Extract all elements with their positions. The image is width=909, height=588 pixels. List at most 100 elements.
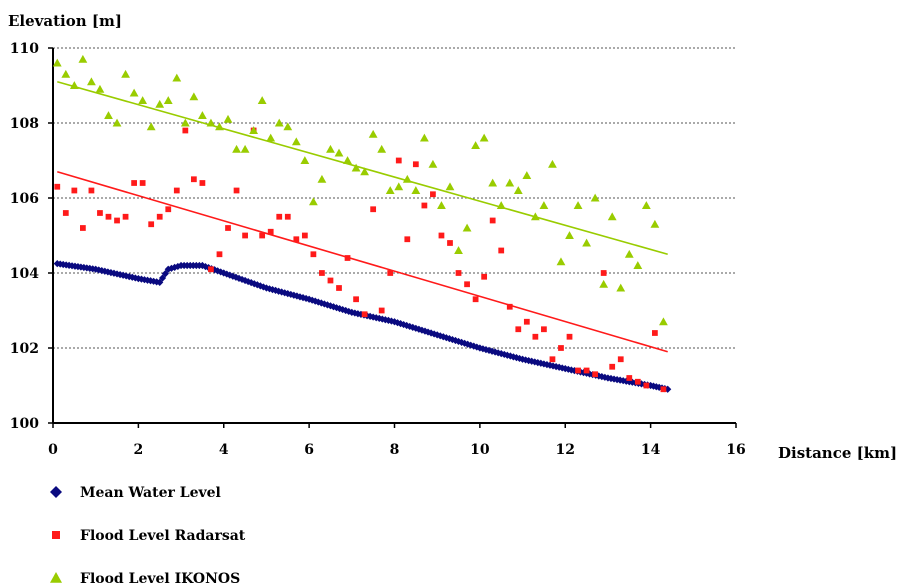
data-point: [293, 236, 300, 243]
data-point: [512, 354, 521, 362]
data-point: [378, 315, 386, 323]
data-point: [515, 326, 522, 333]
data-point: [509, 353, 518, 361]
data-point: [472, 296, 479, 303]
data-point: [104, 268, 112, 276]
y-tick-label: 104: [10, 266, 39, 282]
data-point: [69, 81, 79, 90]
data-point: [71, 187, 78, 194]
y-tick-labels: 100 102 104 106 108 110: [10, 41, 39, 432]
data-point: [464, 281, 470, 288]
data-point: [283, 122, 293, 131]
data-point: [590, 193, 600, 202]
legend-label: Flood Level IKONOS: [80, 571, 240, 587]
data-point: [300, 156, 310, 165]
data-point: [327, 277, 334, 284]
data-point: [214, 267, 222, 275]
legend-marker: [52, 531, 60, 539]
legend: Mean Water Level Flood Level Radarsat Floo…: [50, 485, 246, 587]
data-point: [247, 279, 255, 287]
trendline: [57, 170, 668, 353]
data-point: [522, 356, 530, 364]
data-point: [326, 144, 335, 153]
data-point: [522, 171, 532, 180]
data-point: [586, 370, 594, 378]
data-point: [601, 373, 609, 381]
data-point: [523, 318, 530, 325]
data-point: [564, 365, 572, 373]
data-point: [180, 118, 190, 127]
data-point: [552, 363, 560, 371]
legend-item-1: Flood Level Radarsat: [52, 528, 246, 544]
data-point: [548, 159, 557, 168]
data-point: [101, 267, 109, 275]
x-tick-label: 8: [390, 442, 400, 458]
y-tick-label: 102: [10, 341, 39, 357]
data-point: [385, 186, 395, 195]
data-point: [531, 358, 539, 366]
data-point: [206, 118, 216, 127]
data-point: [116, 271, 124, 279]
data-point: [543, 361, 551, 369]
data-point: [579, 369, 588, 377]
data-point: [445, 182, 455, 191]
data-point: [377, 144, 387, 153]
data-point: [238, 275, 246, 284]
x-tick-label: 12: [556, 442, 575, 458]
data-point: [78, 54, 88, 63]
legend-marker: [50, 572, 62, 583]
legend-label: Mean Water Level: [80, 485, 221, 501]
data-point: [496, 201, 506, 210]
data-point: [138, 96, 148, 105]
y-tick-label: 100: [10, 416, 39, 432]
data-point: [566, 333, 573, 340]
data-point: [353, 296, 359, 303]
data-point: [437, 201, 446, 210]
data-point: [173, 187, 180, 194]
x-tick-label: 16: [726, 442, 745, 458]
data-point: [643, 382, 650, 389]
data-point: [366, 312, 374, 320]
data-point: [281, 289, 289, 297]
data-point: [131, 274, 139, 282]
data-point: [351, 309, 359, 317]
data-point: [161, 270, 170, 278]
data-point: [582, 238, 591, 247]
data-point: [172, 73, 182, 82]
data-point: [156, 278, 164, 286]
data-point: [539, 201, 549, 210]
data-point: [226, 271, 234, 279]
data-point: [110, 269, 118, 277]
data-point: [225, 225, 231, 231]
data-point: [198, 111, 207, 120]
y-tick-label: 106: [10, 191, 39, 207]
data-point: [567, 366, 575, 374]
series-1: [54, 127, 667, 393]
data-point: [617, 356, 624, 363]
data-point: [573, 201, 583, 210]
data-point: [583, 367, 590, 374]
data-point: [500, 350, 508, 359]
data-point: [88, 187, 95, 194]
data-point: [558, 364, 566, 372]
data-point: [52, 58, 62, 67]
data-point: [607, 212, 617, 221]
data-point: [558, 345, 564, 351]
data-point: [660, 386, 667, 393]
data-point: [351, 163, 361, 172]
data-point: [199, 180, 206, 186]
data-point: [232, 144, 241, 153]
data-point: [525, 356, 533, 365]
trendlines: [57, 80, 668, 353]
data-point: [546, 361, 554, 369]
data-point: [479, 345, 487, 353]
data-point: [357, 310, 365, 318]
data-point: [104, 111, 113, 120]
data-point: [54, 183, 61, 190]
data-point: [95, 84, 105, 93]
data-point: [131, 180, 137, 186]
data-point: [343, 156, 352, 165]
data-point: [257, 96, 267, 105]
legend-item-0: Mean Water Level: [50, 485, 221, 501]
data-point: [284, 213, 291, 220]
